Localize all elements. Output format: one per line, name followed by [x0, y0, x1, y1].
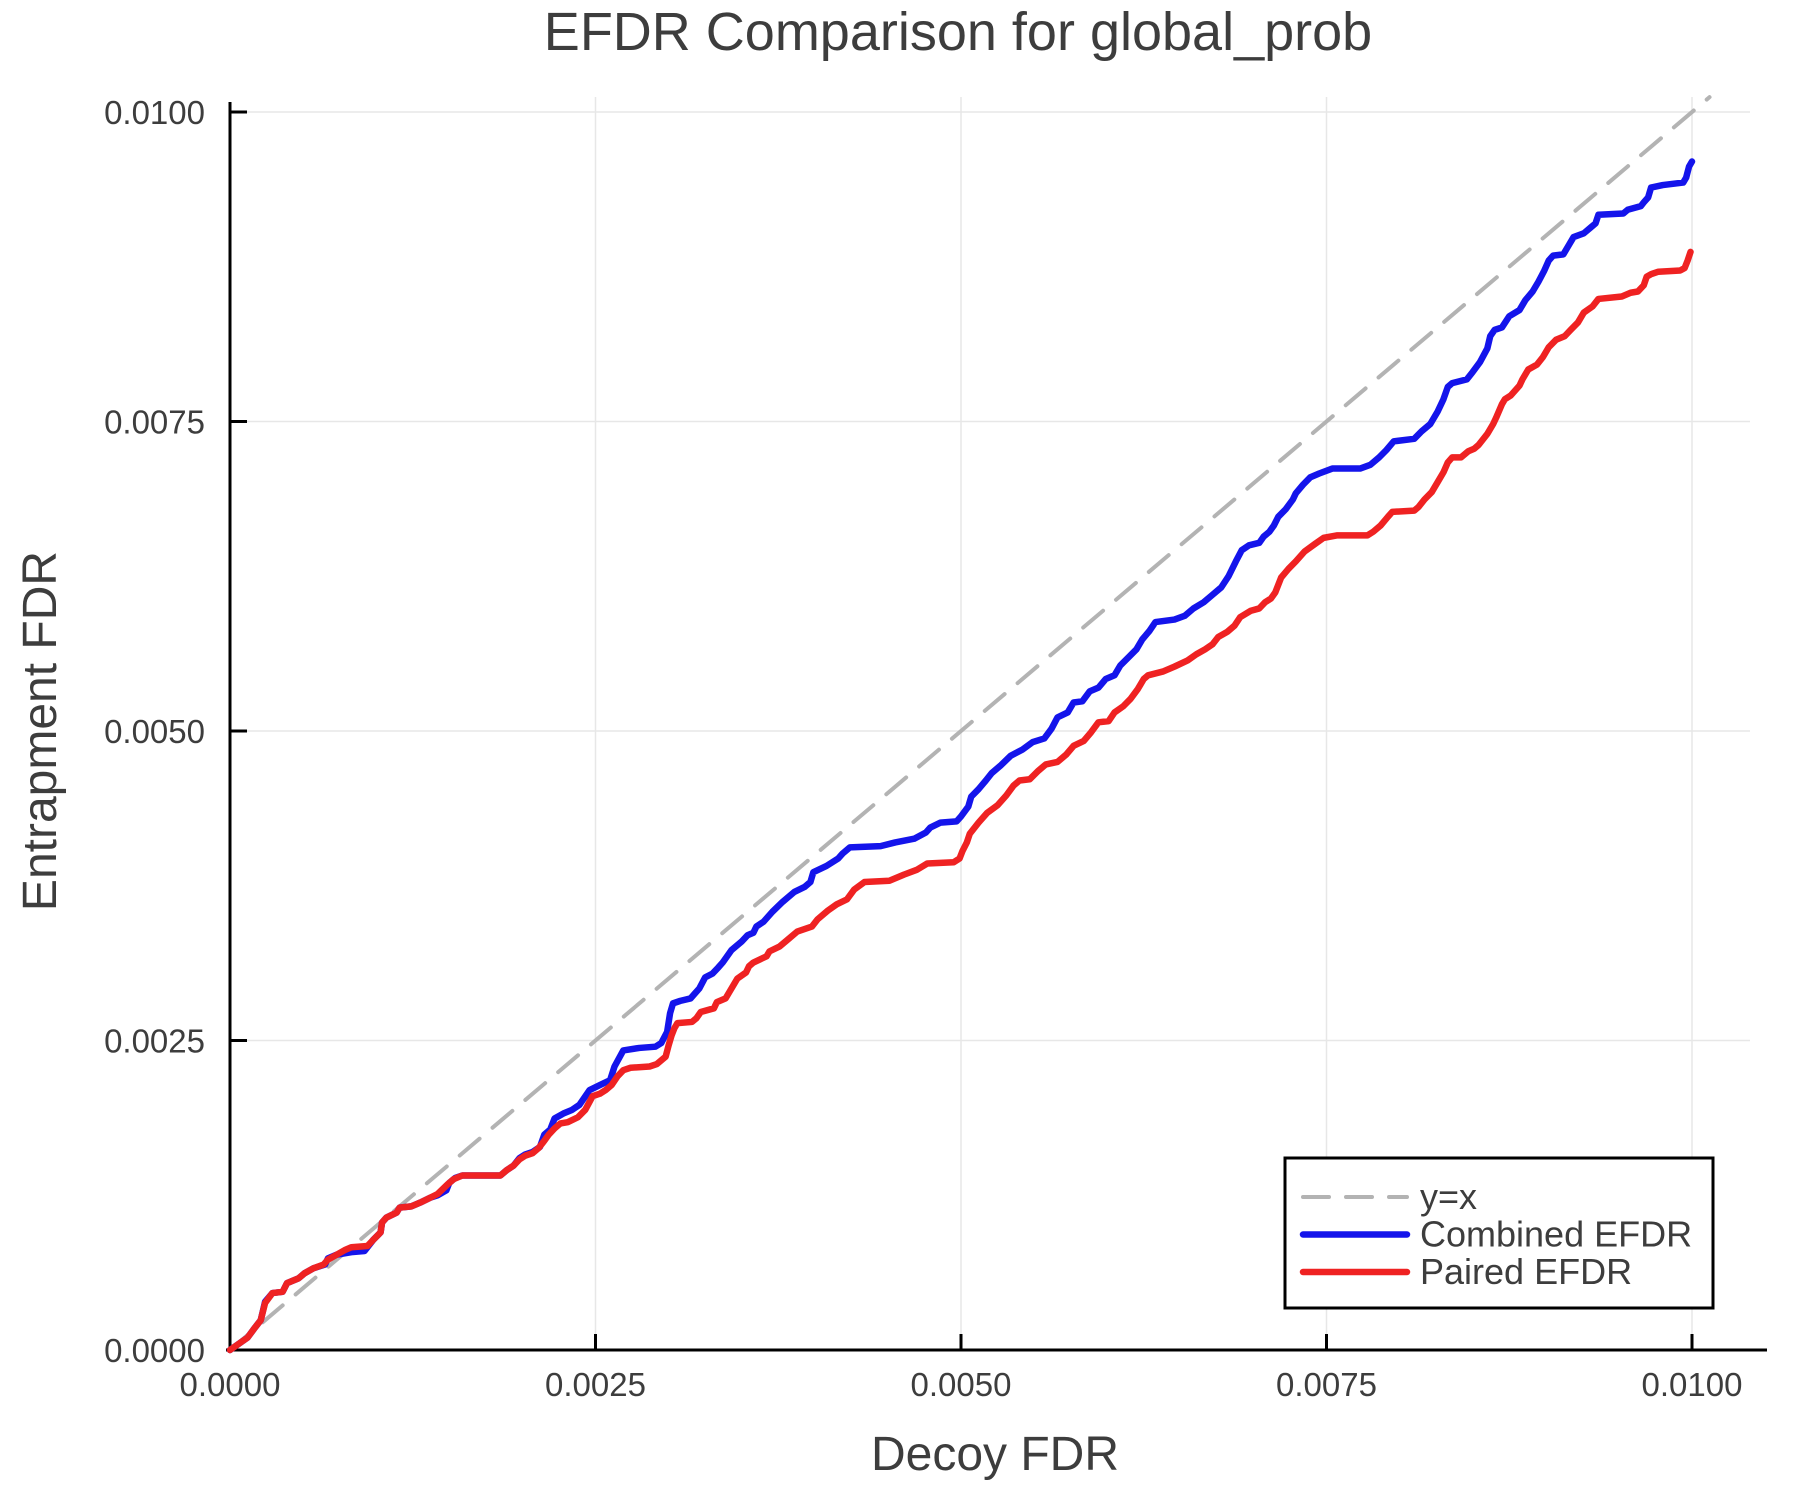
y-tick-label: 0.0000: [104, 1332, 205, 1369]
y-tick-label: 0.0100: [104, 94, 205, 131]
legend-label: y=x: [1420, 1176, 1477, 1217]
x-tick-label: 0.0075: [1276, 1366, 1377, 1403]
y-tick-labels: 0.0000 0.0025 0.0050 0.0075 0.0100: [104, 94, 205, 1369]
paired-efdr-line: [226, 248, 1694, 1354]
data-series: [226, 95, 1712, 1354]
x-tick-label: 0.0100: [1642, 1366, 1743, 1403]
y-axis-title: Entrapment FDR: [14, 551, 67, 911]
legend-label: Paired EFDR: [1420, 1251, 1632, 1292]
identity-line: [228, 95, 1712, 1352]
x-tick-label: 0.0025: [545, 1366, 646, 1403]
axes: [226, 102, 1767, 1353]
x-axis-title: Decoy FDR: [871, 1428, 1119, 1481]
legend-label: Combined EFDR: [1420, 1214, 1692, 1255]
x-tick-label: 0.0000: [180, 1366, 281, 1403]
x-tick-label: 0.0050: [911, 1366, 1012, 1403]
y-tick-label: 0.0075: [104, 404, 205, 441]
x-tick-labels: 0.0000 0.0025 0.0050 0.0075 0.0100: [180, 1366, 1743, 1403]
y-tick-label: 0.0025: [104, 1023, 205, 1060]
chart-title: EFDR Comparison for global_prob: [544, 2, 1372, 62]
y-tick-label: 0.0050: [104, 713, 205, 750]
